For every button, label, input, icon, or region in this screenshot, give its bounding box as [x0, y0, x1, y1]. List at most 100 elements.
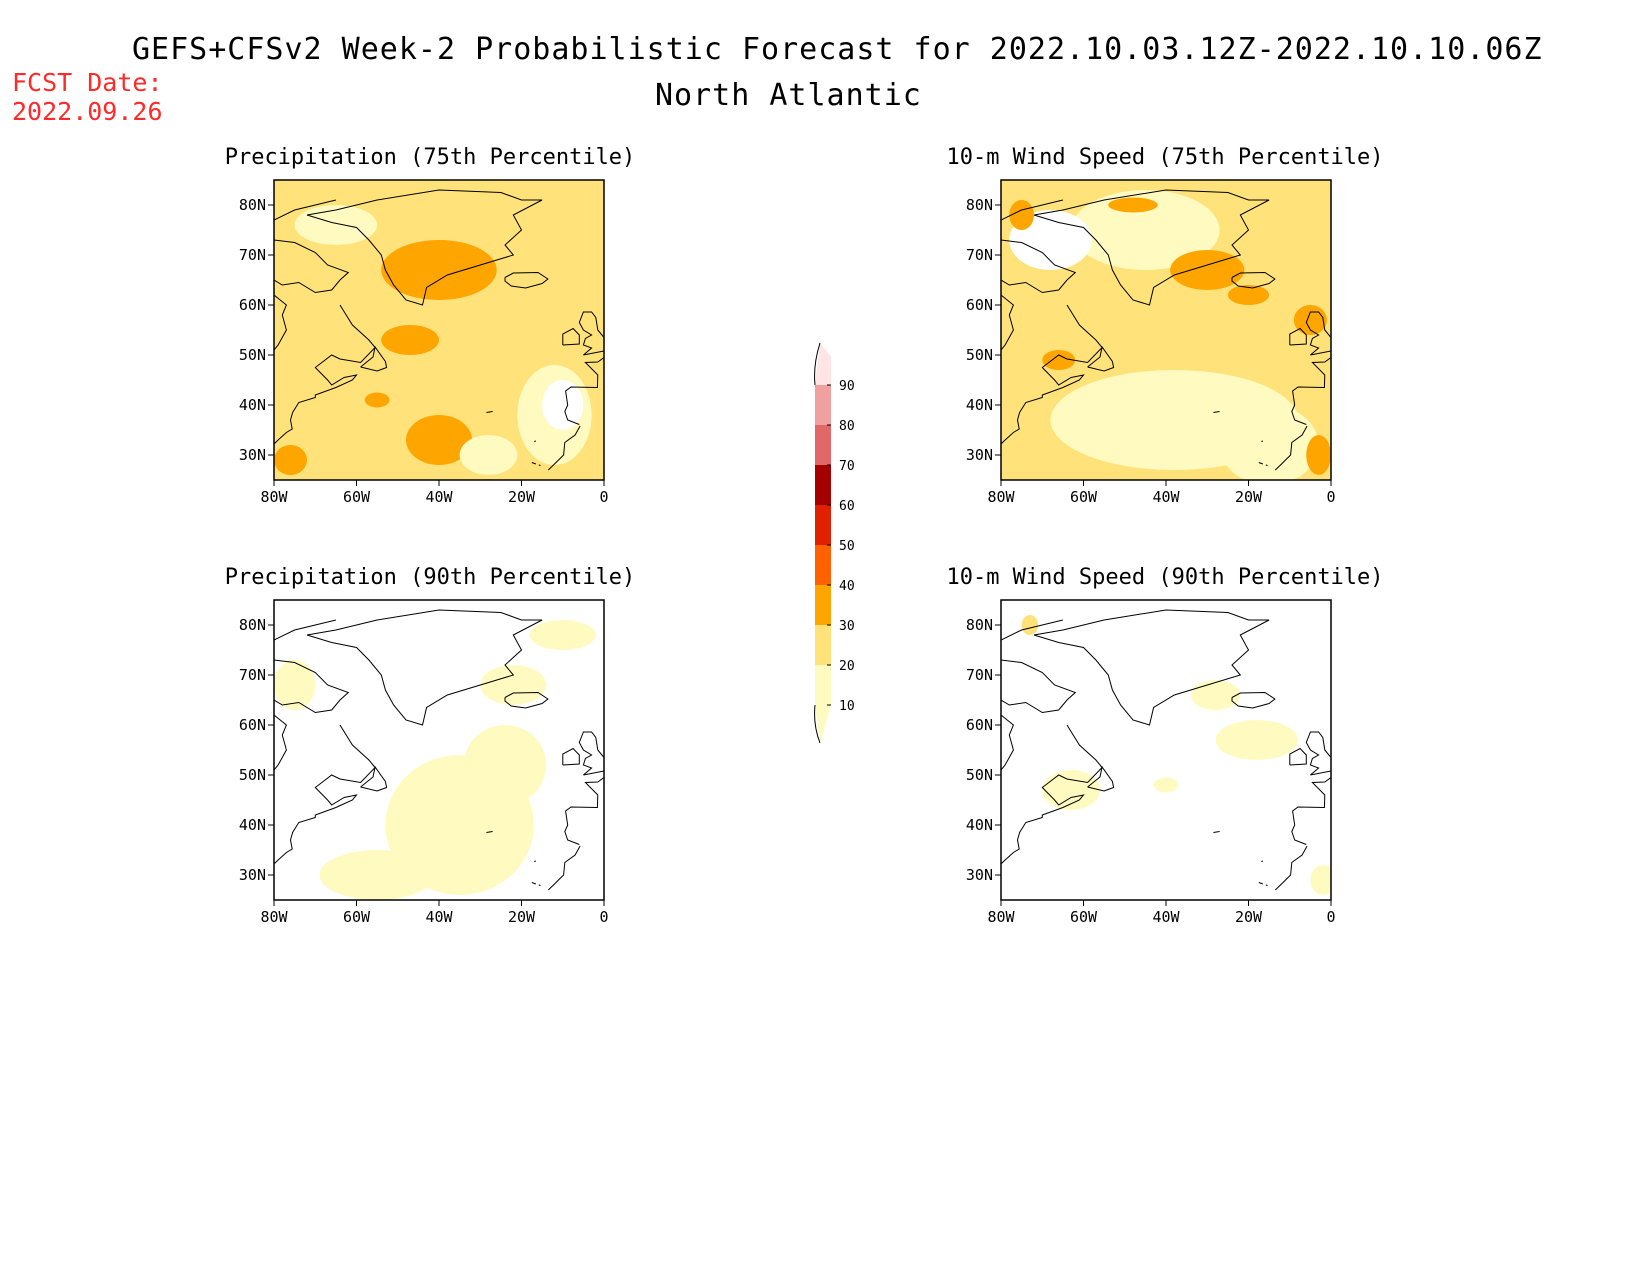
colorbar-label: 50	[839, 539, 855, 554]
coastline	[1258, 462, 1264, 465]
coastline	[1087, 345, 1115, 372]
colorbar-label: 60	[839, 499, 855, 514]
coastline	[562, 747, 580, 766]
coastline	[1274, 425, 1308, 471]
coastline	[1291, 357, 1331, 425]
coastline	[538, 464, 541, 466]
coastline	[274, 724, 376, 865]
coastline	[486, 831, 493, 833]
lat-tick-label: 30N	[239, 446, 266, 464]
lon-tick-label: 80W	[987, 488, 1015, 506]
lon-tick-label: 40W	[425, 488, 453, 506]
map-panel-wind-75: 10-m Wind Speed (75th Percentile) 80N 70N…	[946, 145, 1383, 506]
coastline	[274, 619, 337, 641]
lat-tick-label: 50N	[239, 346, 266, 364]
coastline	[1305, 731, 1331, 776]
probability-region	[1071, 190, 1220, 270]
colorbar-label: 30	[839, 619, 855, 634]
coastline	[504, 691, 549, 709]
lat-tick-label: 50N	[966, 346, 993, 364]
lon-tick-label: 20W	[508, 488, 536, 506]
probability-region	[319, 850, 435, 900]
coastline	[1001, 659, 1077, 714]
map-panel-wind-90: 10-m Wind Speed (90th Percentile) 80N 70N…	[946, 565, 1383, 926]
probability-region	[542, 380, 584, 430]
colorbar-label: 90	[839, 379, 855, 394]
lat-tick-label: 70N	[966, 246, 993, 264]
coastline	[1231, 691, 1276, 709]
lat-tick-label: 70N	[966, 666, 993, 684]
coastline	[1289, 327, 1307, 346]
page-title: GEFS+CFSv2 Week-2 Probabilistic Forecast…	[132, 32, 1543, 67]
lat-tick-label: 40N	[239, 396, 266, 414]
coastline	[531, 462, 537, 465]
coastline	[274, 294, 288, 351]
coastline	[306, 609, 543, 726]
probability-region	[1190, 680, 1241, 710]
probability-region	[1170, 250, 1245, 290]
panel-title: Precipitation (75th Percentile)	[225, 145, 636, 170]
coastline	[547, 845, 581, 891]
probability-region	[274, 445, 307, 475]
coastline	[538, 884, 541, 886]
coastline	[504, 271, 549, 289]
coastline	[274, 199, 337, 221]
probability-region	[1310, 865, 1331, 895]
region-subtitle: North Atlantic	[655, 78, 922, 113]
colorbar-legend: 10 20 30 40 50 60 70 80 90	[814, 342, 855, 744]
panel-title: 10-m Wind Speed (90th Percentile)	[946, 565, 1383, 590]
panel-title: Precipitation (90th Percentile)	[225, 565, 636, 590]
coastline	[1001, 304, 1103, 445]
coastline	[564, 357, 604, 425]
lon-tick-label: 40W	[1152, 908, 1180, 926]
coastline	[486, 411, 493, 413]
colorbar-swatch	[815, 625, 831, 665]
coastline	[1001, 199, 1064, 221]
probability-region	[463, 725, 547, 805]
coastline	[274, 304, 376, 445]
lat-tick-label: 40N	[966, 396, 993, 414]
colorbar-swatch	[815, 585, 831, 625]
coastline	[1291, 777, 1331, 845]
lat-tick-label: 80N	[239, 196, 266, 214]
lat-tick-label: 70N	[239, 666, 266, 684]
lat-tick-label: 60N	[966, 296, 993, 314]
lon-tick-label: 0	[599, 908, 608, 926]
lat-tick-label: 80N	[239, 616, 266, 634]
lon-tick-label: 20W	[1235, 488, 1263, 506]
probability-region	[529, 620, 596, 650]
coastline	[578, 311, 604, 356]
map-panel-precip-90: Precipitation (90th Percentile) 80N 70N 60…	[225, 565, 636, 926]
coastline	[1265, 884, 1268, 886]
coastline	[1261, 440, 1264, 442]
panel-title: 10-m Wind Speed (75th Percentile)	[946, 145, 1383, 170]
forecast-date-value: 2022.09.26	[12, 97, 163, 126]
probability-region	[364, 392, 390, 408]
lat-tick-label: 80N	[966, 616, 993, 634]
probability-region	[1009, 200, 1034, 230]
probability-region	[274, 660, 316, 710]
coastline	[534, 860, 537, 862]
colorbar-swatch	[815, 385, 831, 425]
lat-tick-label: 30N	[966, 866, 993, 884]
colorbar-swatch	[815, 343, 831, 385]
coastline	[360, 345, 388, 372]
map-panel-precip-75: Precipitation (75th Percentile) 80N 70N 60…	[225, 145, 636, 506]
probability-region	[294, 205, 378, 245]
lat-tick-label: 60N	[239, 716, 266, 734]
lon-tick-label: 40W	[425, 908, 453, 926]
lat-tick-label: 40N	[966, 816, 993, 834]
coastline	[1305, 311, 1331, 356]
coastline	[534, 440, 537, 442]
coastline	[1033, 609, 1270, 726]
colorbar-label: 70	[839, 459, 855, 474]
probability-region	[381, 240, 497, 300]
coastline	[274, 659, 350, 714]
coastline	[578, 731, 604, 776]
lon-tick-label: 60W	[343, 488, 371, 506]
lat-tick-label: 30N	[966, 446, 993, 464]
probability-region	[1108, 197, 1158, 213]
coastline	[274, 714, 288, 771]
coastline	[1289, 747, 1307, 766]
lon-tick-label: 0	[1326, 488, 1335, 506]
